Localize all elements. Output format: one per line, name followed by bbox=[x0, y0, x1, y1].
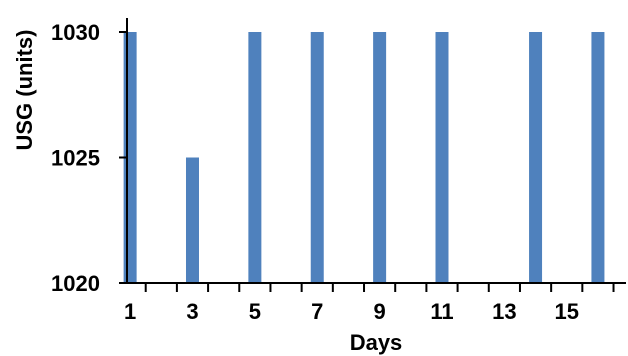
x-tick-label: 5 bbox=[249, 299, 261, 324]
x-tick-label: 15 bbox=[555, 299, 579, 324]
bar-day-11 bbox=[435, 32, 449, 283]
bar-day-5 bbox=[248, 32, 262, 283]
ticks-group bbox=[119, 31, 615, 292]
x-tick-label: 13 bbox=[492, 299, 516, 324]
x-tick-label: 9 bbox=[373, 299, 385, 324]
y-tick-label: 1020 bbox=[51, 271, 100, 296]
y-axis-title: USG (units) bbox=[12, 30, 37, 151]
bar-day-3 bbox=[185, 157, 199, 283]
x-tick-label: 11 bbox=[430, 299, 453, 324]
y-tick-label: 1025 bbox=[51, 146, 100, 171]
x-tick-label: 1 bbox=[124, 299, 136, 324]
bar-day-16 bbox=[591, 32, 605, 283]
x-tick-label: 7 bbox=[311, 299, 323, 324]
bar-day-9 bbox=[373, 32, 387, 283]
x-axis-title: Days bbox=[350, 330, 403, 355]
bar-day-7 bbox=[310, 32, 324, 283]
bars-group bbox=[123, 32, 605, 283]
bar-day-14 bbox=[529, 32, 543, 283]
y-tick-label: 1030 bbox=[51, 20, 100, 45]
x-tick-label: 3 bbox=[186, 299, 198, 324]
